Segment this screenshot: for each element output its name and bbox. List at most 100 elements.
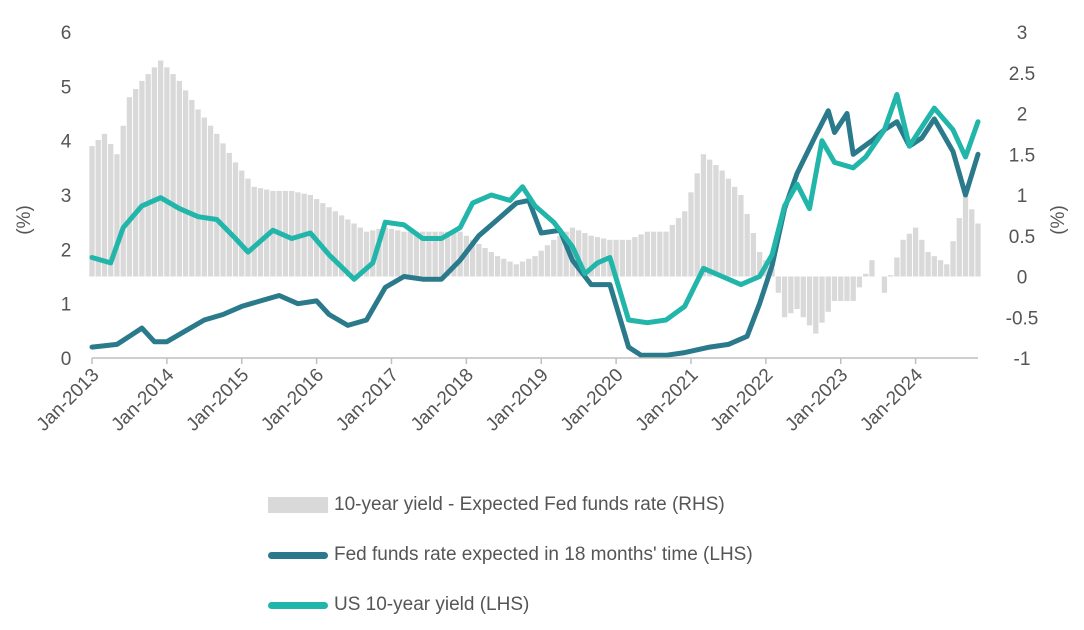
spread-bar: [813, 276, 819, 334]
x-tick-label: Jan-2014: [108, 364, 179, 435]
y-right-tick-label: 2: [1017, 105, 1028, 126]
spread-bar: [944, 264, 950, 277]
spread-bar: [863, 273, 869, 277]
spread-bar: [694, 173, 700, 277]
fed-funds-line: [89, 108, 981, 358]
spread-bar: [501, 258, 507, 277]
legend-label-us10y: US 10-year yield (LHS): [334, 594, 530, 615]
spread-bar: [800, 276, 806, 318]
spread-bar: [114, 154, 120, 277]
y-right-tick-label: -1: [1014, 349, 1031, 370]
y-left-tick-label: 4: [61, 132, 72, 153]
spread-bar: [189, 99, 195, 277]
spread-bar: [207, 125, 214, 277]
y-left-tick-label: 5: [61, 77, 72, 98]
spread-bar: [494, 256, 501, 277]
spread-bar: [850, 276, 856, 301]
spread-bar: [825, 276, 831, 312]
x-tick-label: Jan-2023: [781, 365, 852, 436]
spread-bar: [557, 235, 563, 277]
spread-bar: [182, 90, 189, 277]
y-right-tick-label: 0: [1017, 268, 1028, 289]
spread-bar: [120, 125, 126, 277]
x-tick-label: Jan-2024: [856, 364, 927, 435]
spread-bar: [632, 237, 638, 277]
spread-bar: [201, 117, 207, 277]
spread-bar: [420, 231, 426, 277]
spread-bar: [906, 233, 913, 277]
spread-bar: [788, 276, 794, 314]
y-left-tick-label: 0: [61, 349, 72, 370]
spread-bar: [345, 219, 351, 277]
spread-bar: [937, 260, 944, 277]
spread-bar: [164, 67, 170, 277]
spread-bar: [126, 97, 133, 277]
spread-bar: [220, 143, 226, 277]
spread-bar: [538, 250, 544, 277]
spread-bar: [519, 261, 526, 277]
spread-bar: [245, 178, 251, 277]
spread-bar: [732, 186, 738, 277]
spread-bar: [476, 243, 482, 277]
legend-swatch-spread: [268, 497, 328, 513]
spread-bar: [738, 195, 744, 277]
spread-bar: [270, 190, 276, 277]
spread-bar: [925, 252, 931, 277]
y-left-axis-label: (%): [14, 205, 35, 235]
spread-bar: [962, 195, 969, 277]
x-tick-label: Jan-2018: [407, 365, 478, 436]
spread-bar: [912, 227, 919, 277]
y-left-tick-label: 3: [61, 186, 72, 207]
legend-swatch-fed-funds: [268, 551, 328, 559]
x-tick-label: Jan-2022: [707, 365, 778, 436]
spread-bar: [363, 231, 370, 277]
spread-bar: [145, 74, 151, 277]
spread-bar: [332, 211, 338, 277]
spread-bar: [969, 209, 975, 277]
spread-bar: [289, 190, 295, 277]
y-right-tick-label: 1: [1017, 186, 1028, 207]
spread-bar: [351, 223, 357, 277]
spread-bar: [232, 162, 239, 277]
lhs-lines: [89, 92, 981, 358]
x-tick-label: Jan-2019: [482, 365, 553, 436]
spread-bar: [451, 231, 457, 277]
spread-bar: [657, 231, 663, 277]
spread-bar: [576, 230, 582, 277]
spread-bar: [432, 231, 438, 277]
spread-bar: [95, 139, 101, 277]
legend-label-spread: 10-year yield - Expected Fed funds rate …: [334, 494, 725, 515]
spread-bar: [326, 207, 332, 277]
x-tick-label: Jan-2013: [33, 365, 104, 436]
spread-bar: [226, 152, 232, 277]
spread-bar: [320, 203, 326, 277]
spread-bar: [950, 241, 956, 277]
spread-bar: [675, 218, 682, 277]
spread-bar: [370, 230, 376, 277]
spread-bar: [357, 227, 363, 277]
y-right-tick-label: -0.5: [1006, 308, 1039, 329]
spread-bar: [157, 60, 164, 277]
spread-bar: [251, 186, 257, 277]
spread-bar: [794, 276, 800, 310]
us10y-line: [89, 92, 981, 326]
x-tick-label: Jan-2020: [557, 365, 628, 436]
spread-bar: [257, 188, 264, 277]
spread-bar: [650, 231, 657, 277]
y-left-tick-label: 6: [61, 23, 72, 44]
spread-bar: [89, 146, 95, 277]
spread-bar: [713, 165, 719, 277]
spread-bar: [600, 238, 607, 277]
spread-bar: [338, 215, 345, 277]
x-tick-label: Jan-2017: [332, 365, 403, 436]
spread-bar: [775, 276, 781, 293]
x-tick-label: Jan-2015: [182, 365, 253, 436]
spread-bar: [707, 159, 713, 277]
spread-bar: [856, 276, 863, 288]
spread-bar: [669, 224, 675, 277]
spread-bar: [133, 89, 139, 277]
spread-bar: [401, 231, 407, 277]
spread-bar: [457, 231, 463, 277]
legend-item-us10y: US 10-year yield (LHS): [268, 580, 753, 630]
